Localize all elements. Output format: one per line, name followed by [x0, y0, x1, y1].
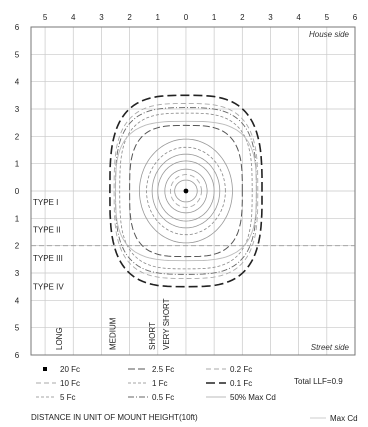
isofootcandle-curves: [109, 94, 263, 288]
legend-label: 5 Fc: [60, 393, 76, 402]
y-tick-label: 2: [15, 132, 20, 141]
y-tick-label: 5: [15, 324, 20, 333]
inner-ring: [164, 168, 208, 214]
legend-label: 0.1 Fc: [230, 379, 252, 388]
inner-ring: [174, 179, 198, 203]
inner-ring: [157, 160, 215, 222]
x-tick-label: 3: [268, 13, 273, 22]
curve-2-5-fc: [129, 124, 243, 258]
y-tick-label: 4: [15, 78, 20, 87]
y-tick-label: 4: [15, 296, 20, 305]
x-axis-label: DISTANCE IN UNIT OF MOUNT HEIGHT(10ft): [31, 413, 198, 422]
x-tick-label: 5: [325, 13, 330, 22]
y-tick-label: 3: [15, 105, 20, 114]
fixture-point: [183, 188, 189, 194]
curve-1-fc: [119, 112, 253, 270]
inner-ring: [139, 138, 233, 244]
x-tick-label: 2: [127, 13, 132, 22]
longitudinal-label: SHORT: [148, 322, 157, 350]
legend-label: 10 Fc: [60, 379, 80, 388]
type-labels: TYPE I TYPE II TYPE III TYPE IV: [31, 198, 355, 292]
y-tick-label: 2: [15, 242, 20, 251]
curve-10-fc: [170, 174, 202, 208]
y-tick-label: 5: [15, 50, 20, 59]
x-tick-label: 3: [99, 13, 104, 22]
total-llf-label: Total LLF=0.9: [294, 377, 343, 386]
x-tick-label: 2: [240, 13, 245, 22]
type-label: TYPE IV: [33, 283, 64, 292]
y-tick-label: 1: [15, 160, 20, 169]
type-label: TYPE I: [33, 198, 58, 207]
curve-50-max-cd: [115, 120, 257, 262]
y-tick-label: 0: [15, 187, 20, 196]
plot-frame: [30, 26, 356, 356]
x-tick-label: 1: [212, 13, 217, 22]
x-tick-label: 4: [71, 13, 76, 22]
longitudinal-label: MEDIUM: [109, 317, 118, 350]
house-side-label: House side: [309, 30, 350, 39]
longitudinal-label: VERY SHORT: [162, 298, 171, 350]
x-tick-label: 6: [353, 13, 358, 22]
x-tick-label: 5: [43, 13, 48, 22]
longitudinal-label: LONG: [55, 327, 64, 350]
type-label: TYPE II: [33, 225, 61, 234]
x-tick-label: 0: [184, 13, 189, 22]
legend-swatch-point: [43, 367, 47, 371]
max-cd-label: Max Cd: [330, 414, 358, 423]
legend-label: 2.5 Fc: [152, 365, 174, 374]
curve-5-fc: [146, 146, 226, 236]
legend: 20 Fc 2.5 Fc 0.2 Fc 10 Fc 1 Fc 0.1 Fc 5 Fc 0.5 …: [36, 365, 343, 402]
grid: [30, 26, 356, 356]
x-tick-label: 4: [296, 13, 301, 22]
x-tick-labels: 5 4 3 2 1 0 1 2 3 4 5 6: [43, 13, 358, 22]
legend-label: 0.5 Fc: [152, 393, 174, 402]
street-side-label: Street side: [311, 343, 350, 352]
legend-label: 50% Max Cd: [230, 393, 276, 402]
longitudinal-labels: LONG MEDIUM SHORT VERY SHORT: [55, 298, 171, 350]
y-tick-label: 6: [15, 351, 20, 360]
curve-0-1-fc: [109, 94, 263, 288]
legend-label: 20 Fc: [60, 365, 80, 374]
legend-label: 1 Fc: [152, 379, 168, 388]
y-tick-labels: 6 5 4 3 2 1 0 1 2 3 4 5 6: [15, 23, 20, 360]
inner-ring: [151, 153, 221, 229]
x-tick-label: 1: [156, 13, 161, 22]
type-label: TYPE III: [33, 254, 63, 263]
y-tick-label: 6: [15, 23, 20, 32]
legend-label: 0.2 Fc: [230, 365, 252, 374]
y-tick-label: 3: [15, 269, 20, 278]
y-tick-label: 1: [15, 214, 20, 223]
curve-0-2-fc: [113, 103, 259, 279]
